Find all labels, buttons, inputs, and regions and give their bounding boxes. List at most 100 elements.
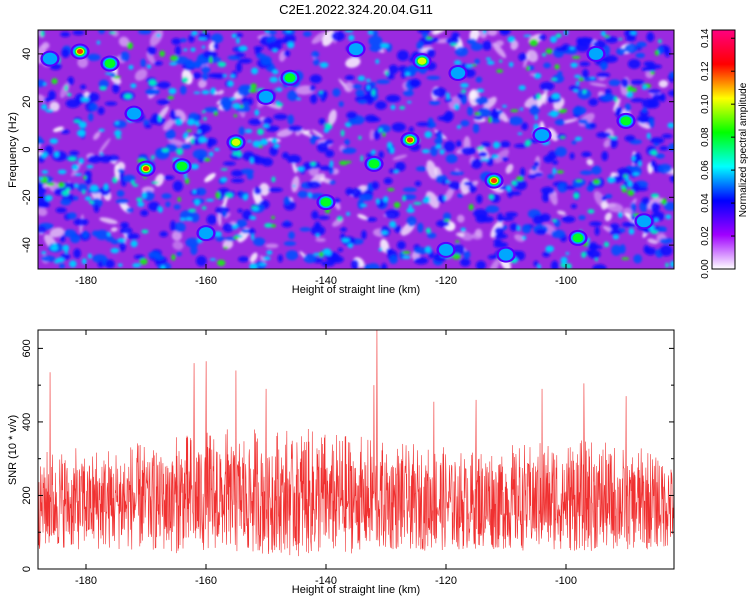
heatmap-blob-blue <box>173 204 181 210</box>
heatmap-peak-ring <box>320 197 332 207</box>
heatmap-blob-mid <box>345 123 352 128</box>
heatmap-blob-blue <box>281 152 290 160</box>
heatmap-blob-blue <box>72 30 85 36</box>
heatmap-blob-mid <box>183 172 188 180</box>
heatmap-blob-blue <box>457 193 464 198</box>
heatmap-blob-mid <box>296 166 305 172</box>
heatmap-blob-mid <box>456 125 462 129</box>
heatmap-blob-blue <box>355 89 365 97</box>
heatmap-blob-blue <box>478 107 491 118</box>
heatmap-low-patch <box>456 214 465 223</box>
heatmap-low-patch <box>204 173 216 183</box>
heatmap-blob-blue <box>238 126 245 136</box>
heatmap-blob-blue <box>375 100 387 110</box>
heatmap-blob-mid <box>575 81 580 86</box>
heatmap-blob-blue <box>253 186 262 195</box>
heatmap-low-patch <box>494 149 510 164</box>
heatmap-blob-blue <box>578 215 586 221</box>
heatmap-low-patch <box>167 138 187 147</box>
heatmap-blob-mid <box>117 263 123 267</box>
heatmap-blob-mid <box>380 230 389 235</box>
heatmap-blob-mid <box>654 49 660 56</box>
heatmap-blob-mid <box>476 146 485 150</box>
heatmap-blob-blue <box>609 137 618 149</box>
heatmap-blob-blue <box>534 172 544 177</box>
heatmap-blob-blue <box>119 170 125 182</box>
heatmap-blob-blue <box>650 137 665 144</box>
heatmap-blob-mid <box>236 37 240 44</box>
heatmap-blob-blue <box>630 98 645 103</box>
heatmap-blob-blue <box>55 207 67 214</box>
heatmap-blob-mid <box>190 163 199 170</box>
heatmap-blob-mid <box>536 92 542 100</box>
heatmap-low-patch <box>426 160 437 180</box>
heatmap-low-patch <box>483 96 497 110</box>
heatmap-blob-mid <box>508 61 514 68</box>
heatmap-low-patch <box>134 68 148 81</box>
heatmap-blob-blue <box>437 133 444 141</box>
heatmap-blob-blue <box>468 184 477 193</box>
heatmap-blob-mid <box>272 48 278 53</box>
heatmap-blob-blue <box>534 161 540 168</box>
heatmap-blob-mid <box>266 250 273 255</box>
heatmap-blob-blue <box>470 42 483 51</box>
colorbar-tick-label: 0.06 <box>700 160 711 180</box>
heatmap-blob-mid <box>260 138 269 146</box>
heatmap-blob-blue <box>624 43 638 54</box>
heatmap-blob-blue <box>157 81 171 89</box>
heatmap-blob-blue <box>588 98 599 107</box>
heatmap-blob-mid <box>453 103 460 111</box>
heatmap-blob-blue <box>415 166 427 172</box>
heatmap-x-axis-label: Height of straight line (km) <box>292 284 420 296</box>
heatmap-blob-mid <box>190 47 196 52</box>
heatmap-blob-blue <box>58 263 66 269</box>
snr-x-tick-label: -180 <box>75 575 97 587</box>
heatmap-blob-mid <box>348 34 355 42</box>
heatmap-blob-blue <box>174 45 182 56</box>
heatmap-blob-blue <box>234 53 246 58</box>
heatmap-blob-blue <box>120 51 130 62</box>
heatmap-blob-blue <box>254 47 262 56</box>
heatmap-peak-ring <box>231 138 241 146</box>
heatmap-blob-mid <box>524 139 531 147</box>
heatmap-blob-mid <box>146 64 152 69</box>
snr-background <box>38 330 674 569</box>
heatmap-blob-blue <box>222 223 234 233</box>
heatmap-low-patch <box>603 139 611 148</box>
heatmap-low-patch <box>487 30 498 36</box>
heatmap-blob-mid <box>225 192 234 199</box>
heatmap-blob-mid <box>236 150 242 157</box>
heatmap-y-tick-label: 40 <box>21 48 33 60</box>
heatmap-blob-mid <box>574 74 581 79</box>
heatmap-blob-blue <box>541 191 550 203</box>
heatmap-peak-ring <box>417 57 427 65</box>
heatmap-blob-mid <box>592 178 601 185</box>
heatmap-blob-blue <box>443 212 452 221</box>
heatmap-blob-mid <box>287 41 295 49</box>
heatmap-blob-mid <box>542 53 547 57</box>
heatmap-blob-mid <box>496 69 504 73</box>
heatmap-blob-mid <box>357 75 366 82</box>
heatmap-low-patch <box>52 126 64 133</box>
heatmap-blob-blue <box>500 216 515 221</box>
heatmap-blob-mid <box>231 33 237 39</box>
heatmap-peak-ring <box>407 137 413 143</box>
heatmap-blob-mid <box>378 247 383 252</box>
heatmap-blob-blue <box>361 230 367 240</box>
heatmap-blob-blue <box>93 203 100 213</box>
heatmap-blob-mid <box>569 46 575 50</box>
heatmap-blob-blue <box>351 84 363 89</box>
heatmap-peak <box>448 65 468 82</box>
heatmap-blob-blue <box>119 227 133 235</box>
heatmap-blob-blue <box>444 110 454 122</box>
colorbar-tick-label: 0.14 <box>700 28 711 48</box>
heatmap-peak <box>616 112 636 129</box>
heatmap-blob-mid <box>64 84 69 92</box>
heatmap-blob-blue <box>601 195 607 202</box>
heatmap-blob-mid <box>443 218 451 222</box>
heatmap-blob-blue <box>332 88 341 97</box>
heatmap-blob-blue <box>140 209 149 217</box>
heatmap-blob-mid <box>193 91 201 94</box>
heatmap-blob-mid <box>292 184 296 188</box>
heatmap-blob-blue <box>165 129 176 141</box>
